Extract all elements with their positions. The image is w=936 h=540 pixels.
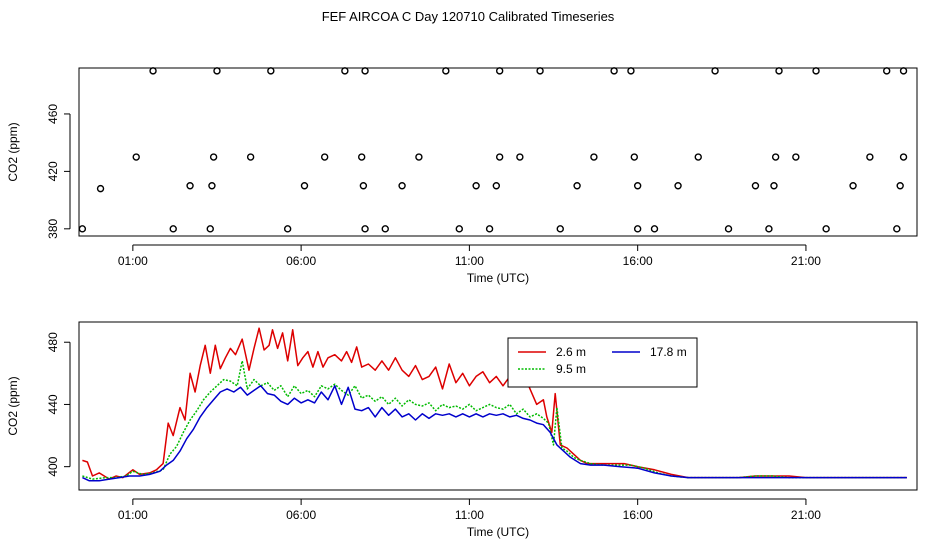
panel1-x-axis-label: Time (UTC) [467,271,529,285]
scatter-point [627,67,635,75]
legend-label: 2.6 m [556,345,586,359]
scatter-point [893,225,901,233]
panel2-frame [78,321,918,491]
scatter-point [149,67,157,75]
panel1-x-tick-label: 06:00 [286,254,316,268]
panel1-x-tick-label: 11:00 [455,254,484,268]
panel2-x-tick-label: 21:00 [791,508,821,522]
legend-label: 17.8 m [650,345,687,359]
panel1-y-tick-label: 460 [46,104,60,124]
scatter-point [822,225,830,233]
series-line-17-8-m [82,385,907,482]
scatter-point [724,225,733,233]
scatter-point [495,153,504,161]
scatter-point [442,67,450,75]
panel1-y-axis-label: CO2 (ppm) [6,122,20,181]
scatter-point [495,67,504,75]
panel1-y-tick-label: 380 [46,218,60,238]
panel2-y-axis-label: CO2 (ppm) [6,376,20,435]
scatter-point [849,182,857,190]
scatter-point [169,225,177,233]
scatter-point [213,67,221,75]
scatter-point [630,153,639,161]
panel2-x-tick-label: 16:00 [623,508,653,522]
scatter-point [381,225,389,233]
panel1-x-tick-label: 21:00 [791,254,821,268]
scatter-point [751,182,760,190]
series-line-2-6-m [82,327,907,480]
scatter-point [208,182,216,190]
scatter-point [883,67,891,75]
scatter-point [516,153,524,161]
panel1-x-tick-label: 16:00 [623,254,653,268]
scatter-point [590,153,598,161]
scatter-point [674,182,682,190]
scatter-point [359,182,368,190]
scatter-point [573,182,581,190]
scatter-point [711,67,719,75]
scatter-point [650,225,659,233]
scatter-point [472,182,480,190]
scatter-point [357,153,366,161]
panel1-x-tick-label: 01:00 [118,254,148,268]
scatter-point [132,153,140,161]
panel2-y-tick-label: 400 [46,456,60,476]
scatter-point [341,67,349,75]
scatter-point [206,225,214,233]
legend-box [507,337,698,388]
scatter-point [246,153,255,161]
scatter-point [866,153,874,161]
scatter-point [633,182,642,190]
scatter-point [633,225,642,233]
scatter-point [556,225,564,233]
scatter-point [209,153,218,161]
scatter-point [78,225,87,233]
panel2-x-tick-label: 01:00 [118,508,148,522]
scatter-point [765,225,773,233]
scatter-point [694,153,702,161]
scatter-point [610,67,618,75]
scatter-point [896,182,904,190]
panel2-y-tick-label: 440 [46,394,60,414]
panel2-y-tick-label: 480 [46,332,60,352]
scatter-point [536,67,544,75]
scatter-point [96,184,105,193]
legend-label: 9.5 m [556,362,586,376]
scatter-point [398,182,406,190]
scatter-point [415,153,423,161]
panel1-y-tick-label: 420 [46,161,60,181]
scatter-point [899,153,908,161]
scatter-point [455,225,463,233]
series-line-9-5-m [82,360,907,480]
scatter-point [300,182,309,190]
scatter-point [492,182,501,190]
scatter-point [812,67,820,75]
panel2-x-tick-label: 06:00 [286,508,316,522]
panel1-frame [78,67,918,237]
scatter-point [775,67,783,75]
panel2-x-tick-label: 11:00 [455,508,484,522]
scatter-point [186,182,194,190]
panel2-x-axis-label: Time (UTC) [467,525,529,539]
scatter-point [485,225,494,233]
scatter-point [899,67,908,75]
scatter-point [361,67,369,75]
chart-title: FEF AIRCOA C Day 120710 Calibrated Times… [321,9,615,24]
scatter-point [283,225,292,233]
scatter-point [361,225,369,233]
scatter-point [771,153,780,161]
scatter-point [770,182,778,190]
scatter-point [320,153,329,161]
scatter-point [792,153,800,161]
scatter-point [267,67,275,75]
